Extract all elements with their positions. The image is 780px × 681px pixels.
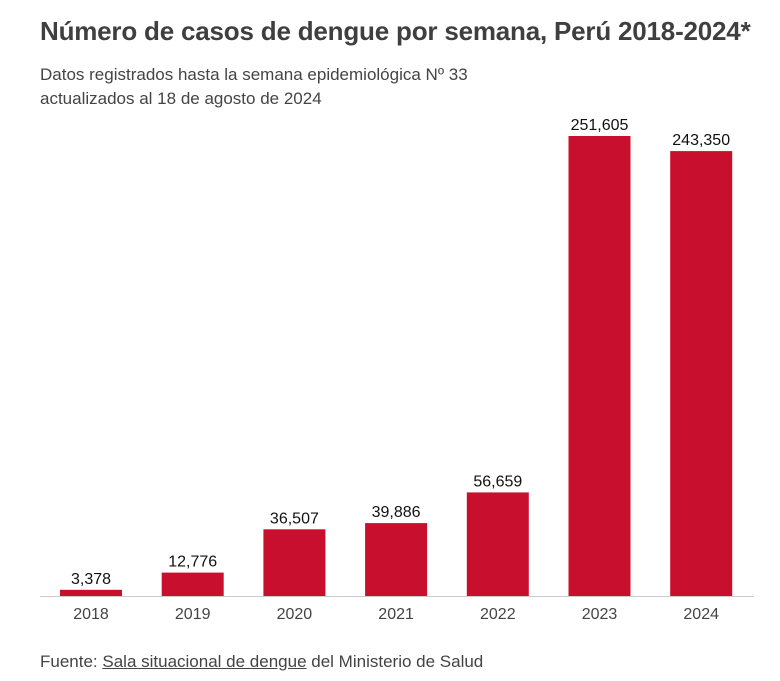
chart-title: Número de casos de dengue por semana, Pe…: [40, 16, 751, 46]
data-label-2019: 12,776: [168, 554, 217, 571]
bar-2024: [670, 151, 733, 596]
x-tick-label-2021: 2021: [378, 606, 414, 623]
bar-2019: [161, 572, 224, 596]
x-tick-label-2023: 2023: [582, 606, 618, 623]
source-link[interactable]: Sala situacional de dengue: [102, 652, 307, 671]
bar-2020: [263, 529, 326, 596]
x-tick-label-2019: 2019: [175, 606, 211, 623]
source-prefix: Fuente:: [40, 652, 103, 671]
bar-2023: [568, 136, 631, 596]
data-label-2018: 3,378: [71, 571, 111, 588]
x-tick-label-2024: 2024: [683, 606, 719, 623]
bar-2021: [365, 523, 428, 596]
data-label-2024: 243,350: [672, 132, 730, 149]
x-tick-label-2022: 2022: [480, 606, 516, 623]
subtitle-line-1: Datos registrados hasta la semana epidem…: [40, 65, 468, 84]
chart-subtitle: Datos registrados hasta la semana epidem…: [40, 63, 468, 111]
source-footer: Fuente: Sala situacional de dengue del M…: [40, 652, 483, 672]
data-label-2022: 56,659: [473, 473, 522, 490]
subtitle-line-2: actualizados al 18 de agosto de 2024: [40, 89, 322, 108]
data-label-2023: 251,605: [571, 117, 629, 134]
x-tick-label-2018: 2018: [73, 606, 109, 623]
source-suffix: del Ministerio de Salud: [306, 652, 484, 671]
bar-2022: [466, 492, 529, 596]
bar-2018: [60, 589, 122, 596]
data-label-2021: 39,886: [372, 504, 421, 521]
x-tick-label-2020: 2020: [277, 606, 313, 623]
data-label-2020: 36,507: [270, 510, 319, 527]
